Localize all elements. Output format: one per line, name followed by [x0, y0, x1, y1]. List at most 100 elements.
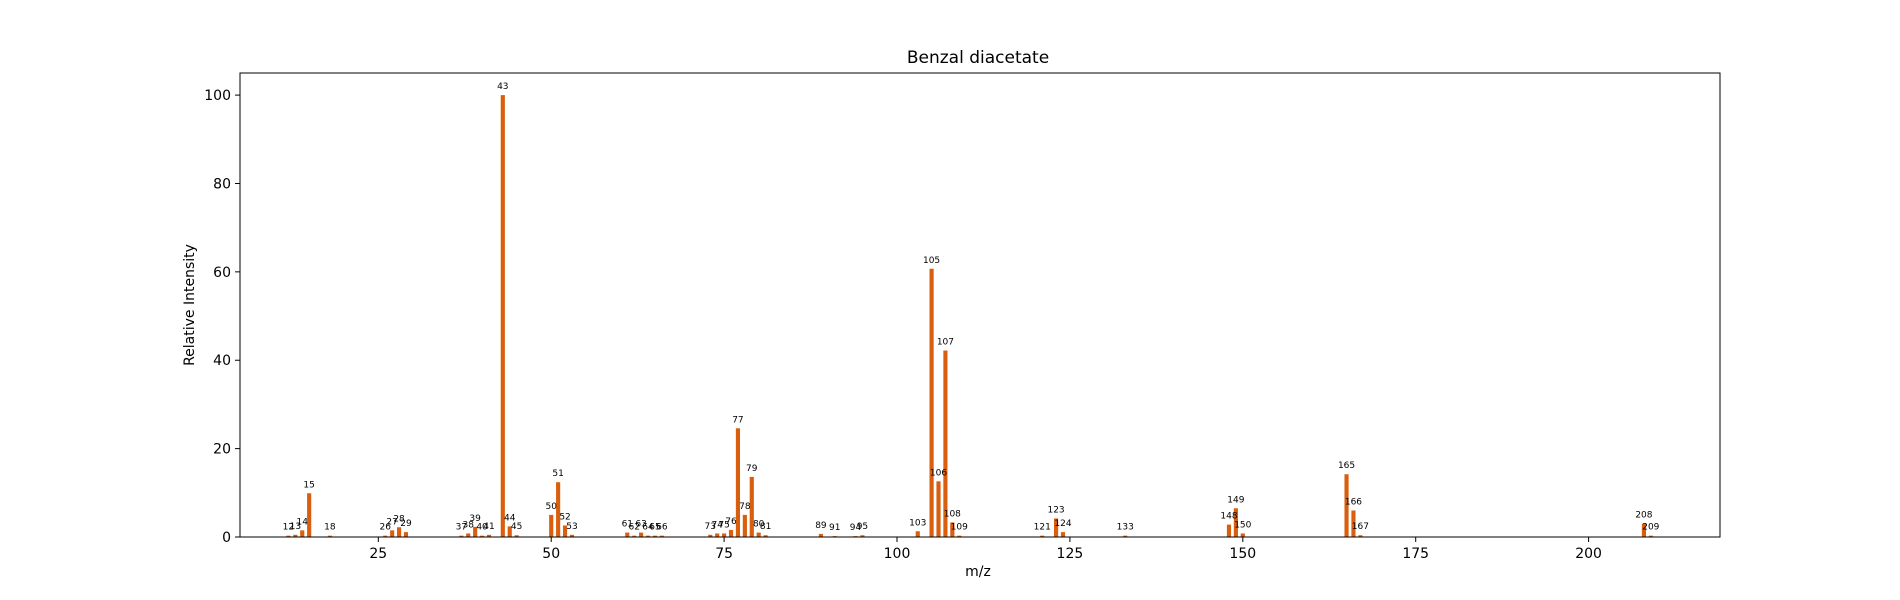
peak-label: 26: [380, 523, 392, 533]
peak-label: 148: [1220, 512, 1237, 522]
peak-label: 64: [642, 523, 654, 533]
peak-label: 27: [386, 517, 397, 527]
bar: [652, 535, 658, 537]
bar: [507, 526, 512, 537]
x-axis-label: m/z: [965, 564, 991, 580]
bar: [1233, 508, 1238, 537]
bar: [1351, 510, 1356, 537]
peak-label: 28: [393, 514, 405, 524]
peak-label: 133: [1117, 523, 1134, 533]
bar: [715, 533, 720, 537]
peak-label: 44: [504, 513, 516, 523]
bar: [1226, 524, 1232, 537]
x-tick-label: 75: [715, 546, 733, 562]
bar: [625, 532, 630, 537]
peak-label: 18: [324, 523, 336, 533]
peak-label: 38: [462, 520, 474, 530]
peak-label: 165: [1338, 461, 1355, 471]
bar: [1040, 535, 1045, 537]
peak-label: 43: [497, 82, 508, 92]
peak-label: 50: [545, 502, 557, 512]
peak-label: 209: [1642, 523, 1659, 533]
peak-label: 15: [303, 480, 314, 490]
peak-label: 39: [469, 514, 481, 524]
bar: [929, 268, 934, 537]
x-axis: 25 50 75 100 125 150 175 200: [369, 537, 1602, 562]
bar: [1648, 535, 1653, 537]
y-tick-label: 100: [204, 88, 231, 104]
bar: [1240, 533, 1245, 537]
bar: [1054, 518, 1059, 537]
bar: [915, 531, 920, 537]
bar: [390, 530, 395, 537]
bar: [1060, 532, 1066, 537]
bar: [860, 535, 865, 537]
peak-label: 91: [829, 523, 840, 533]
bar: [459, 535, 464, 537]
peak-label: 81: [760, 522, 771, 532]
peak-label: 12: [283, 523, 294, 533]
bar: [632, 535, 637, 537]
peak-label: 106: [930, 468, 947, 478]
peak-label: 14: [297, 517, 309, 527]
bar: [383, 535, 388, 537]
bar: [556, 482, 561, 537]
bar: [1641, 523, 1646, 537]
peak-label: 167: [1352, 522, 1369, 532]
bar: [957, 535, 962, 537]
bar: [728, 529, 734, 537]
peak-label: 124: [1054, 519, 1071, 529]
peak-label: 61: [622, 520, 633, 530]
y-tick-label: 60: [213, 265, 231, 281]
peak-label: 51: [552, 469, 563, 479]
bar: [569, 534, 575, 537]
y-tick-label: 20: [213, 442, 231, 458]
bar: [763, 535, 768, 537]
peak-label: 74: [711, 520, 723, 530]
peak-label: 63: [635, 520, 646, 530]
y-axis-label: Relative Intensity: [182, 244, 198, 366]
peak-label: 62: [628, 523, 639, 533]
bar: [293, 534, 298, 537]
bar: [1123, 535, 1128, 537]
x-tick-label: 125: [1057, 546, 1084, 562]
bar: [749, 476, 754, 537]
bar: [936, 481, 941, 537]
bar: [818, 533, 824, 537]
x-tick-label: 200: [1575, 546, 1602, 562]
x-tick-label: 175: [1402, 546, 1429, 562]
peak-label: 65: [649, 523, 660, 533]
peak-label: 105: [923, 256, 940, 266]
peak-label: 78: [739, 502, 751, 512]
bar: [307, 493, 312, 537]
peak-label: 66: [656, 523, 668, 533]
peak-label: 89: [815, 521, 827, 531]
peak-label: 166: [1345, 497, 1362, 507]
bar: [327, 535, 332, 537]
bar: [500, 95, 505, 537]
peak-label: 79: [746, 464, 758, 474]
peak-label: 45: [511, 522, 522, 532]
peak-label: 80: [753, 520, 765, 530]
bar: [645, 535, 651, 537]
x-tick-label: 150: [1229, 546, 1256, 562]
plot-area-frame: [239, 72, 1721, 538]
bar-series: [286, 95, 1653, 537]
bar: [286, 535, 291, 537]
peak-label: 53: [566, 522, 577, 532]
peak-label: 208: [1635, 511, 1652, 521]
bar: [708, 534, 713, 537]
peak-label: 103: [909, 518, 926, 528]
peak-label: 41: [483, 522, 494, 532]
bar: [943, 350, 948, 537]
x-tick-label: 50: [542, 546, 560, 562]
bar: [1358, 535, 1363, 537]
bar: [659, 535, 664, 537]
bar: [479, 535, 485, 537]
peak-label: 95: [857, 522, 868, 532]
peak-label: 149: [1227, 495, 1244, 505]
peak-label: 94: [850, 523, 862, 533]
bar: [756, 532, 761, 537]
